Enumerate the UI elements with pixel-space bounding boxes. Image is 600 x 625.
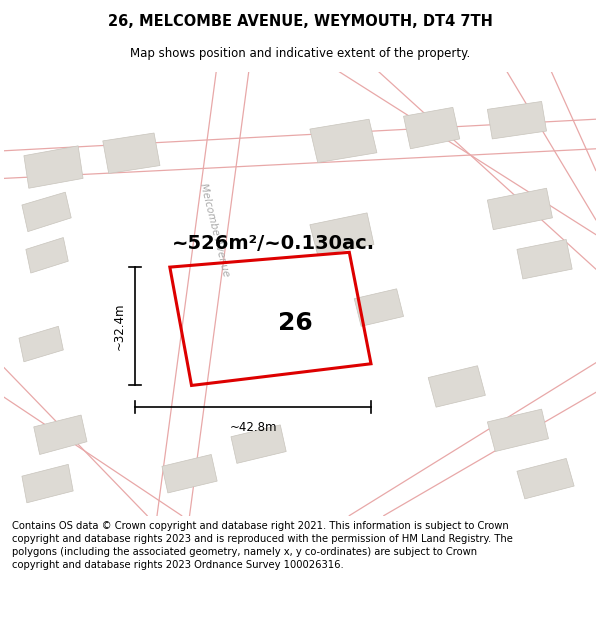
Polygon shape	[487, 101, 547, 139]
Polygon shape	[26, 238, 68, 273]
Text: Map shows position and indicative extent of the property.: Map shows position and indicative extent…	[130, 48, 470, 61]
Text: ~42.8m: ~42.8m	[229, 421, 277, 434]
Polygon shape	[231, 425, 286, 463]
Polygon shape	[22, 192, 71, 232]
Text: ~526m²/~0.130ac.: ~526m²/~0.130ac.	[172, 234, 375, 253]
Polygon shape	[22, 464, 73, 503]
Polygon shape	[428, 366, 485, 407]
Text: 26: 26	[278, 311, 313, 336]
Polygon shape	[310, 213, 374, 255]
Polygon shape	[103, 133, 160, 174]
Polygon shape	[354, 289, 404, 326]
Polygon shape	[34, 415, 87, 454]
Polygon shape	[517, 239, 572, 279]
Polygon shape	[487, 188, 553, 229]
Polygon shape	[404, 107, 460, 149]
Text: 26, MELCOMBE AVENUE, WEYMOUTH, DT4 7TH: 26, MELCOMBE AVENUE, WEYMOUTH, DT4 7TH	[107, 14, 493, 29]
Polygon shape	[487, 409, 548, 451]
Polygon shape	[24, 146, 83, 188]
Polygon shape	[162, 454, 217, 493]
Polygon shape	[310, 119, 377, 162]
Polygon shape	[19, 326, 64, 362]
Polygon shape	[517, 458, 574, 499]
Text: ~32.4m: ~32.4m	[112, 302, 125, 350]
Text: Melcombe Avenue: Melcombe Avenue	[198, 182, 230, 278]
Text: Contains OS data © Crown copyright and database right 2021. This information is : Contains OS data © Crown copyright and d…	[12, 521, 513, 571]
